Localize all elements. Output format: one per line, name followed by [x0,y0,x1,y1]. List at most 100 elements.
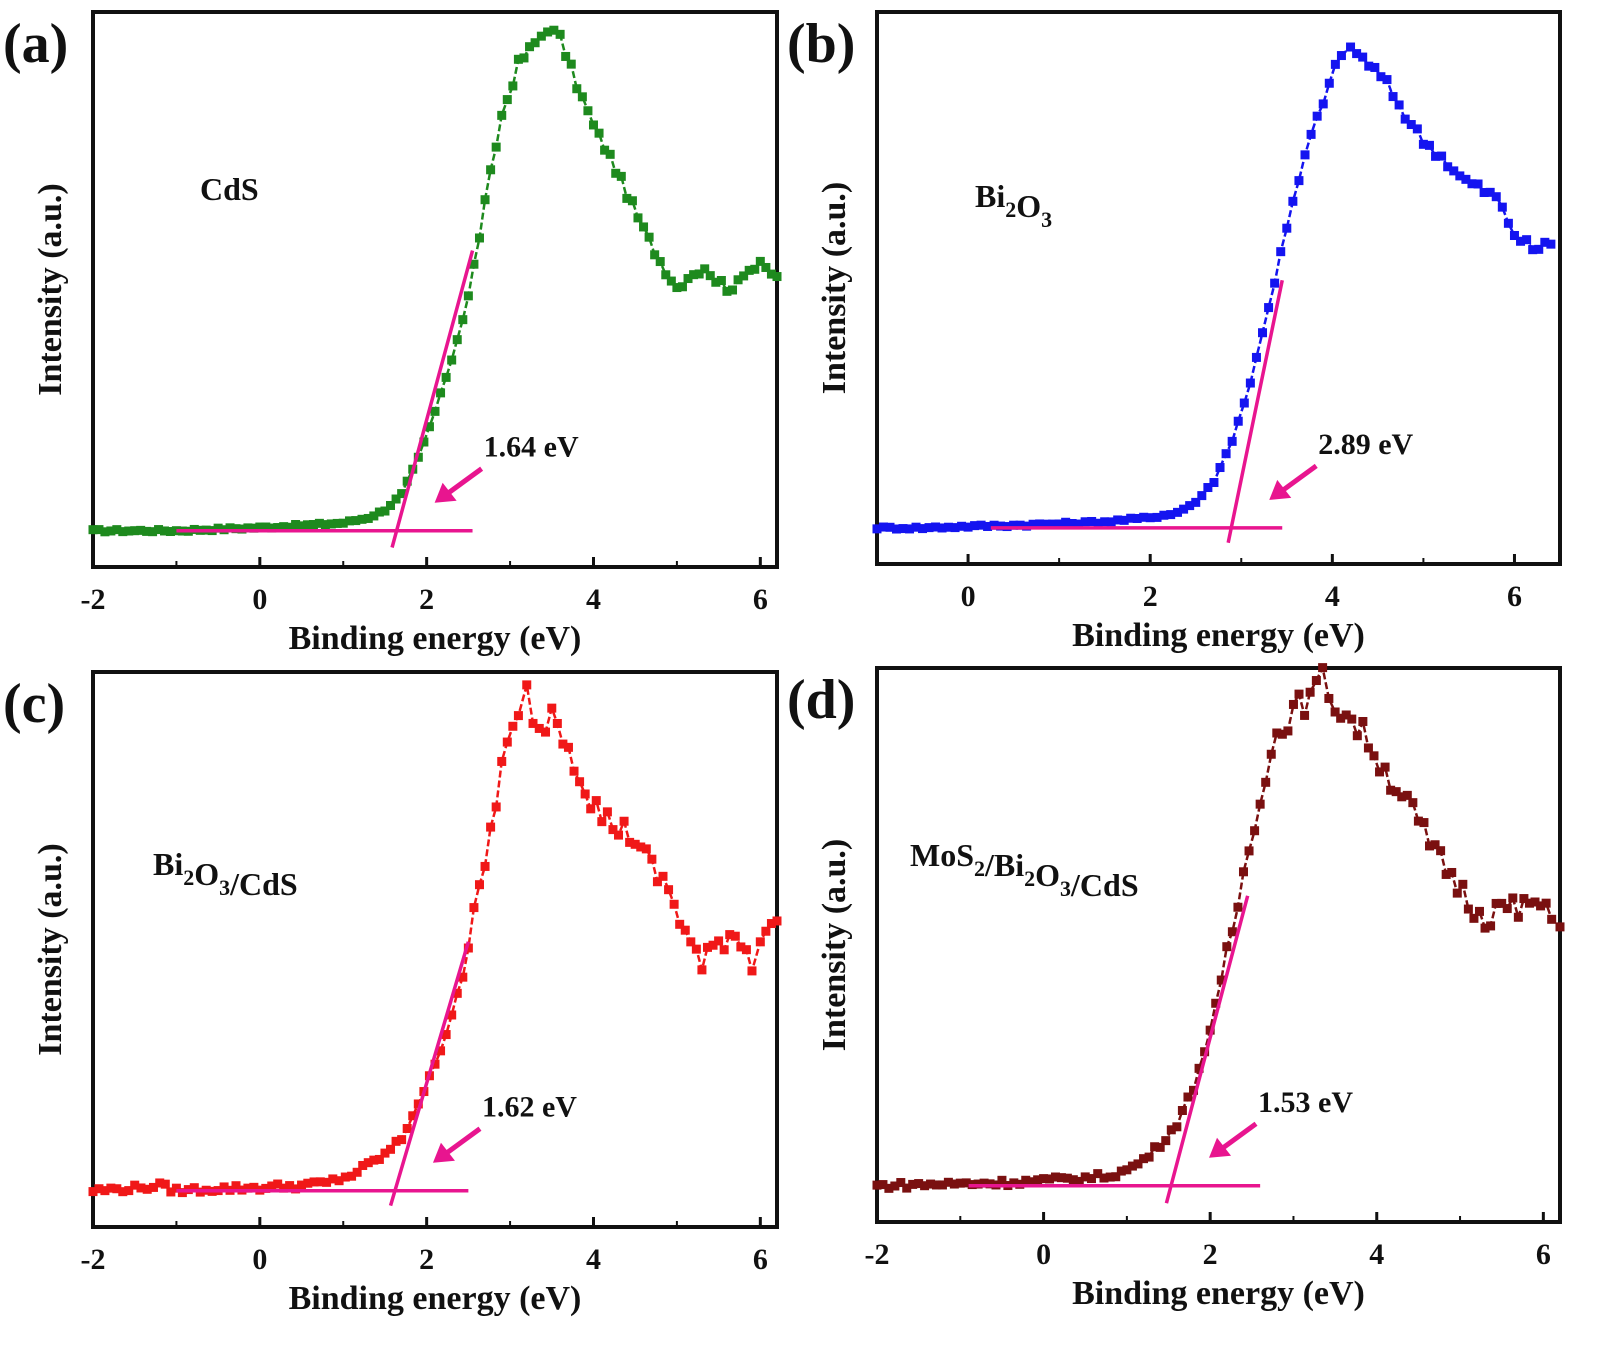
data-point [711,277,721,287]
data-point [1185,501,1195,511]
data-point [627,196,637,206]
data-point [397,489,407,499]
data-point [547,703,557,713]
sample-label-subscript: 2 [183,865,194,890]
data-point [1194,1063,1204,1073]
data-point [1119,515,1129,525]
data-point [1412,124,1422,134]
data-point [1200,1047,1210,1057]
data-point [279,522,289,532]
data-point [380,506,390,516]
data-point [363,1158,373,1168]
data-point [1436,846,1446,856]
sample-label-subscript: 3 [219,875,230,900]
data-point [136,525,146,535]
data-point [291,520,301,530]
data-point [94,1184,104,1194]
data-point [719,945,729,955]
data-point [1449,166,1459,176]
data-point [279,1183,289,1193]
data-point [1330,707,1340,717]
data-point [1541,898,1551,908]
data-point [273,1179,283,1189]
data-point [1080,1172,1090,1182]
data-point [879,522,889,532]
data-point [630,839,640,849]
data-point [1261,777,1271,787]
data-point [1358,716,1368,726]
data-point [1022,521,1032,531]
data-point [1458,879,1468,889]
data-point [497,110,507,120]
data-point [1100,517,1110,527]
data-point [1099,1173,1109,1183]
data-point [1419,818,1429,828]
annotation-label: 1.62 eV [482,1091,577,1124]
annotation-arrow-shaft [1277,463,1318,495]
data-point [338,518,348,528]
data-point [1062,1173,1072,1183]
sample-label-part: /Bi [984,847,1024,883]
data-point [1238,867,1248,877]
data-point [255,522,265,532]
data-point [171,1183,181,1193]
data-point [1491,192,1501,202]
data-point [1035,519,1045,529]
data-point [452,335,462,345]
data-point [469,259,479,269]
data-point [413,1099,423,1109]
data-point [970,521,980,531]
data-point [363,513,373,523]
data-point [1363,743,1373,753]
data-point [1513,912,1523,922]
sample-label: Bi2O3 [975,178,1052,232]
data-point [1027,1177,1037,1187]
data-point [1215,463,1225,473]
data-point [555,29,565,39]
annotation-arrow-shaft [441,1126,482,1158]
annotation-arrow-head [432,1142,455,1163]
data-point [106,526,116,536]
sample-label-part: /CdS [1070,867,1139,903]
sample-label-part: /CdS [229,866,298,902]
sample-label-subscript: 2 [1024,866,1035,891]
data-point [1380,762,1390,772]
data-point [231,524,241,534]
data-point [1172,1122,1182,1132]
data-point [1516,236,1526,246]
data-point [563,742,573,752]
data-point [112,1184,122,1194]
data-point [267,1181,277,1191]
data-point [397,1135,407,1145]
data-point [160,1179,170,1189]
data-point [502,737,512,747]
data-point [1486,921,1496,931]
data-point [747,966,757,976]
data-point [1245,378,1255,388]
data-point [997,1175,1007,1185]
data-point [1144,1152,1154,1162]
data-point [561,51,571,61]
x-axis-title: Binding energy (eV) [289,620,582,657]
data-point [1524,898,1534,908]
data-point [661,270,671,280]
annotation-label: 1.53 eV [1258,1086,1353,1119]
data-point [1266,749,1276,759]
data-point [644,232,654,242]
data-point [955,1178,965,1188]
data-point [386,500,396,510]
series-line [92,684,778,1195]
data-point [1227,436,1237,446]
data-point [88,1187,98,1197]
data-point [458,972,468,982]
x-tick-label: 2 [419,583,434,616]
data-point [491,142,501,152]
data-point [931,1180,941,1190]
data-point [1015,520,1025,530]
x-tick-label: 6 [1536,1238,1551,1271]
data-point [441,1030,451,1040]
data-point [1530,897,1540,907]
data-point [1239,398,1249,408]
data-point [1318,663,1328,673]
sample-label-part: O [194,856,219,892]
